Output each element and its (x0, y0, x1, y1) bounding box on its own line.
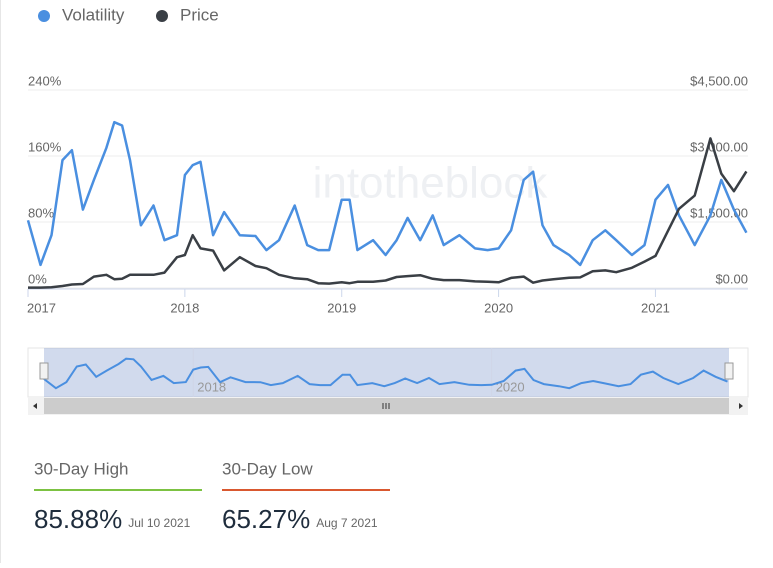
legend-marker[interactable] (156, 10, 168, 22)
legend-label[interactable]: Volatility (62, 5, 125, 24)
y2-tick-label: $3,000.00 (690, 139, 748, 154)
scrollbar-arrow-right[interactable] (739, 403, 743, 409)
x-tick-label: 2018 (170, 300, 199, 315)
stat-value: 65.27% (222, 504, 310, 534)
navigator-handle[interactable] (39, 362, 49, 380)
scrollbar-arrow-left[interactable] (33, 403, 37, 409)
y-tick-label: 80% (28, 205, 54, 220)
stat-value: 85.88% (34, 504, 122, 534)
series-line (28, 137, 748, 289)
legend-label[interactable]: Price (180, 5, 219, 24)
y2-tick-label: $4,500.00 (690, 73, 748, 88)
navigator-mask[interactable] (44, 348, 729, 397)
legend-marker[interactable] (38, 10, 50, 22)
stat-date: Aug 7 2021 (316, 516, 378, 530)
navigator-series (43, 357, 728, 390)
scrollbar-grip (382, 403, 390, 409)
stats: 30-Day High 85.88% Jul 10 2021 30-Day Low 65… (34, 459, 390, 534)
x-tick-label: 2017 (27, 300, 56, 315)
watermark: intotheblock (313, 159, 549, 208)
stat-label: 30-Day Low (222, 459, 313, 478)
navigator-tick-label: 2020 (496, 379, 525, 394)
navigator-tick-label: 2018 (197, 379, 226, 394)
y-tick-label: 0% (28, 271, 47, 286)
series-line (26, 120, 748, 267)
y-tick-label: 160% (28, 139, 62, 154)
stat-label: 30-Day High (34, 459, 129, 478)
y2-tick-label: $0.00 (715, 271, 748, 286)
y-tick-label: 240% (28, 73, 62, 88)
x-tick-label: 2019 (327, 300, 356, 315)
navigator-handle[interactable] (724, 362, 734, 380)
x-tick-label: 2020 (484, 300, 513, 315)
navigator (27, 347, 749, 398)
stat-date: Jul 10 2021 (128, 516, 190, 530)
x-tick-label: 2021 (641, 300, 670, 315)
